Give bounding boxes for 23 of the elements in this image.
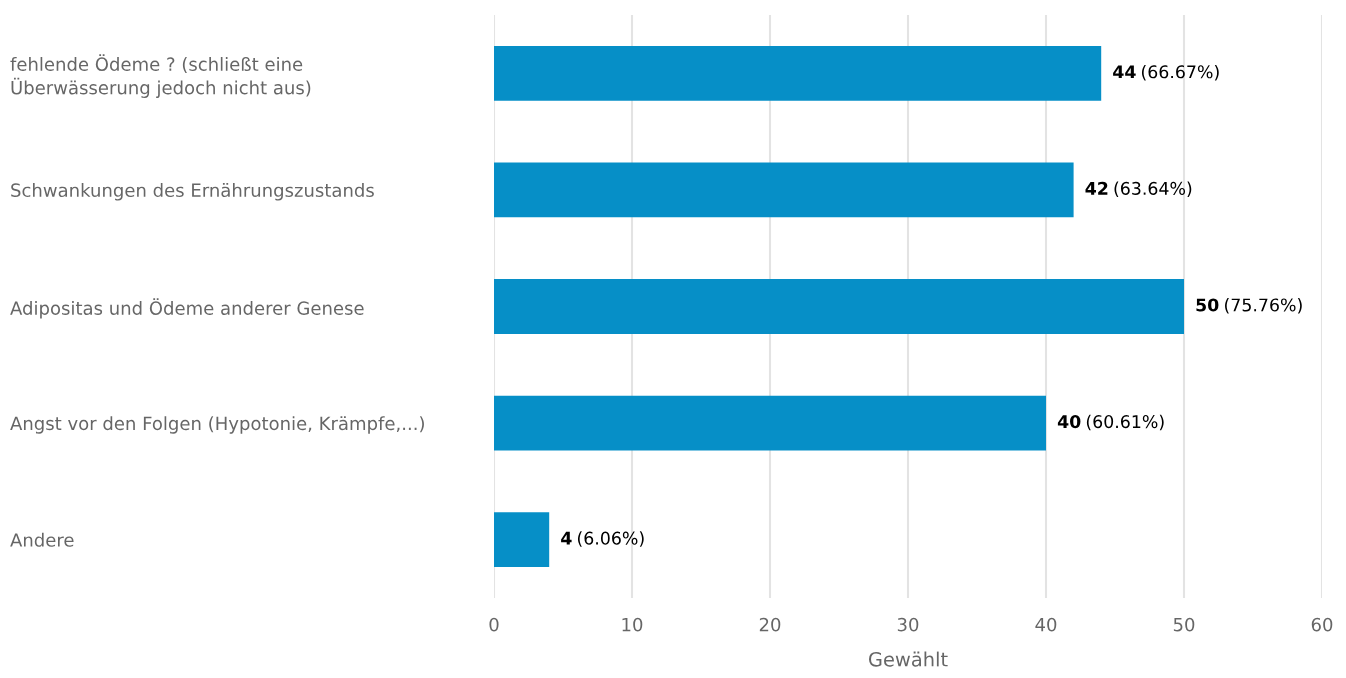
x-tick-label: 20 (759, 617, 781, 632)
data-label: 42 (63.64%) (1085, 181, 1192, 197)
data-label: 40 (60.61%) (1057, 414, 1164, 431)
x-tick-label: 60 (1311, 617, 1333, 632)
data-label: 4 (6.06%) (561, 531, 644, 547)
x-tick-label: 30 (897, 617, 919, 632)
x-tick-label: 40 (1035, 617, 1057, 632)
bar (494, 279, 1184, 334)
bar (494, 45, 1102, 101)
data-label: 50 (75.76%) (1196, 298, 1302, 314)
y-tick-label: Andere (10, 532, 74, 547)
data-label: 44 (66.67%) (1113, 64, 1219, 81)
x-tick-label: 10 (622, 617, 643, 632)
x-axis-title: Gewählt (868, 651, 948, 667)
y-tick-label: Angst vor den Folgen (Hypotonie, Krämpfe,...) (10, 416, 424, 434)
y-tick-label: fehlende Ödeme ? (schließt eine Überwässerung jedoch nicht aus) (10, 54, 311, 98)
bar (494, 512, 550, 568)
x-tick-label: 50 (1173, 617, 1195, 632)
y-tick-label: Adipositas und Ödeme anderer Genese (10, 298, 364, 319)
bar (494, 162, 1074, 218)
y-tick-label: Schwankungen des Ernährungszustands (11, 183, 374, 201)
x-tick-label: 0 (489, 617, 499, 632)
bar (494, 395, 1046, 451)
